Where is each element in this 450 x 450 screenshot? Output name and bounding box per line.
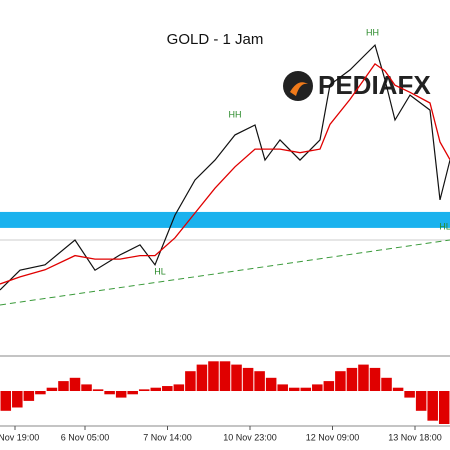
histogram-bar <box>300 387 312 391</box>
histogram-bar <box>150 387 162 391</box>
histogram-bar <box>185 371 196 391</box>
histogram-bar <box>104 391 115 395</box>
x-tick-label: 13 Nov 18:00 <box>388 432 442 442</box>
histogram-bar <box>115 391 127 398</box>
histogram-bar <box>0 391 12 411</box>
histogram-bar <box>254 371 265 391</box>
histogram-bar <box>162 386 173 391</box>
histogram-bar <box>12 391 23 408</box>
histogram-bar <box>81 384 92 391</box>
support-zone <box>0 211 450 228</box>
swing-label: HL <box>154 266 166 276</box>
histogram-bar <box>392 387 404 391</box>
histogram-bar <box>138 389 150 391</box>
histogram-bar <box>346 367 358 391</box>
x-tick-label: 10 Nov 23:00 <box>223 432 277 442</box>
histogram-bar <box>369 367 381 391</box>
histogram-bar <box>404 391 415 398</box>
logo-swoosh <box>290 82 308 96</box>
histogram-bar <box>358 364 369 391</box>
histogram-bar <box>438 391 450 424</box>
histogram-bar <box>277 384 288 391</box>
series-line <box>0 62 450 285</box>
histogram-bar <box>323 381 335 391</box>
histogram-bar <box>208 361 219 391</box>
histogram-bar <box>231 364 242 391</box>
histogram-bar <box>335 371 346 391</box>
histogram-bar <box>58 381 69 391</box>
logo-text: PEDIAFX <box>318 70 431 100</box>
x-tick-label: 7 Nov 14:00 <box>143 432 192 442</box>
x-tick-label: 6 Nov 05:00 <box>61 432 110 442</box>
histogram-bar <box>427 391 438 421</box>
x-tick-label: 5 Nov 19:00 <box>0 432 39 442</box>
histogram-bar <box>92 389 104 391</box>
swing-label: HH <box>229 109 242 119</box>
swing-label: HL <box>439 222 450 232</box>
histogram-bar <box>219 361 231 391</box>
histogram-bar <box>173 384 185 391</box>
histogram-bar <box>288 387 300 391</box>
logo: PEDIAFX <box>283 70 431 101</box>
histogram-bar <box>381 377 392 391</box>
chart-title: GOLD - 1 Jam <box>167 31 264 48</box>
histogram-bar <box>35 391 46 395</box>
histogram-bar <box>312 384 323 391</box>
histogram-bar <box>196 364 208 391</box>
histogram-bar <box>415 391 427 411</box>
histogram-bar <box>46 387 58 391</box>
x-tick-label: 12 Nov 09:00 <box>306 432 360 442</box>
trendline <box>0 239 450 306</box>
series-line <box>0 43 450 291</box>
histogram-bar <box>242 367 254 391</box>
swing-label: HH <box>366 27 379 37</box>
histogram-bar <box>265 377 277 391</box>
histogram-bar <box>69 377 81 391</box>
histogram-bar <box>127 391 138 395</box>
histogram-bar <box>23 391 35 401</box>
